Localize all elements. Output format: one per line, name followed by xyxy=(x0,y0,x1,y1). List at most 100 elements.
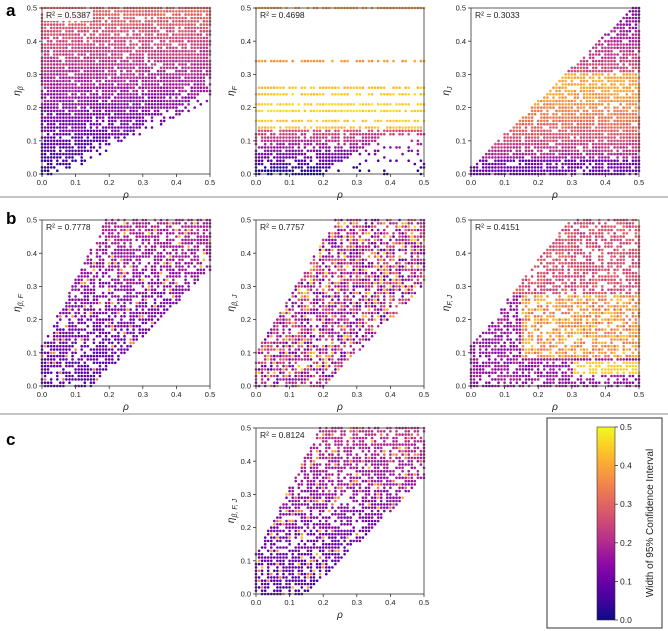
annotation-bg xyxy=(43,9,93,21)
point xyxy=(190,49,193,53)
point xyxy=(111,311,114,315)
point xyxy=(74,311,77,315)
point xyxy=(598,139,601,143)
point xyxy=(120,56,123,60)
point xyxy=(334,146,337,149)
point xyxy=(126,278,129,282)
point xyxy=(585,93,589,96)
point xyxy=(334,159,337,162)
point xyxy=(117,281,120,285)
point xyxy=(52,129,56,133)
point xyxy=(135,89,138,93)
point xyxy=(111,20,114,23)
point xyxy=(43,361,47,365)
point xyxy=(585,89,589,93)
point xyxy=(591,116,595,119)
point xyxy=(104,136,108,139)
point xyxy=(132,96,135,99)
point xyxy=(132,338,135,341)
point xyxy=(126,324,129,328)
point xyxy=(74,159,77,162)
point xyxy=(172,20,175,23)
point xyxy=(132,109,135,113)
point xyxy=(413,59,417,63)
point xyxy=(92,49,96,53)
point xyxy=(83,43,87,46)
point xyxy=(71,23,74,26)
point xyxy=(585,166,589,169)
point xyxy=(497,142,500,146)
point xyxy=(65,338,68,341)
point xyxy=(83,116,87,119)
point xyxy=(543,136,546,139)
point xyxy=(111,324,114,328)
point xyxy=(80,106,83,109)
point xyxy=(159,66,163,70)
point xyxy=(107,305,111,308)
point xyxy=(165,93,169,96)
point xyxy=(98,268,102,272)
point xyxy=(582,169,586,172)
point xyxy=(129,288,132,292)
point xyxy=(373,126,377,129)
point xyxy=(628,83,632,86)
point xyxy=(92,46,96,50)
point xyxy=(579,156,583,159)
point xyxy=(318,59,322,63)
point xyxy=(138,122,141,126)
point xyxy=(120,305,123,308)
point xyxy=(101,106,105,109)
point xyxy=(193,49,196,53)
point xyxy=(43,86,47,89)
point xyxy=(77,56,80,60)
point xyxy=(107,275,111,278)
point xyxy=(46,36,50,40)
point xyxy=(138,39,141,43)
point xyxy=(552,103,555,106)
point xyxy=(98,86,102,89)
point xyxy=(111,318,114,321)
point xyxy=(622,23,625,26)
point xyxy=(77,139,80,143)
point xyxy=(309,126,313,129)
point xyxy=(564,136,567,139)
point xyxy=(288,162,291,166)
point xyxy=(570,66,574,70)
point xyxy=(591,66,595,70)
point xyxy=(263,119,267,123)
point xyxy=(309,169,313,172)
point xyxy=(165,83,169,86)
point xyxy=(533,129,537,133)
point xyxy=(162,79,166,83)
point xyxy=(540,116,543,119)
point xyxy=(328,139,331,143)
point xyxy=(77,53,80,56)
point xyxy=(126,89,129,93)
point xyxy=(46,43,50,46)
point xyxy=(555,126,558,129)
point xyxy=(83,56,87,60)
point xyxy=(178,93,181,96)
point xyxy=(279,152,282,156)
point xyxy=(285,93,288,96)
point xyxy=(546,129,549,133)
point xyxy=(123,112,126,116)
point xyxy=(613,79,616,83)
point xyxy=(159,39,163,43)
point xyxy=(634,126,638,129)
point xyxy=(132,321,135,325)
point xyxy=(89,76,93,79)
point xyxy=(77,99,80,103)
point xyxy=(279,166,282,169)
point xyxy=(147,10,151,13)
point xyxy=(567,116,570,119)
point xyxy=(95,261,99,265)
point xyxy=(273,156,276,159)
point xyxy=(80,93,83,96)
point xyxy=(46,136,50,139)
point xyxy=(413,162,417,166)
point xyxy=(383,109,386,113)
point xyxy=(328,132,331,136)
point xyxy=(80,126,83,129)
point xyxy=(190,46,193,50)
